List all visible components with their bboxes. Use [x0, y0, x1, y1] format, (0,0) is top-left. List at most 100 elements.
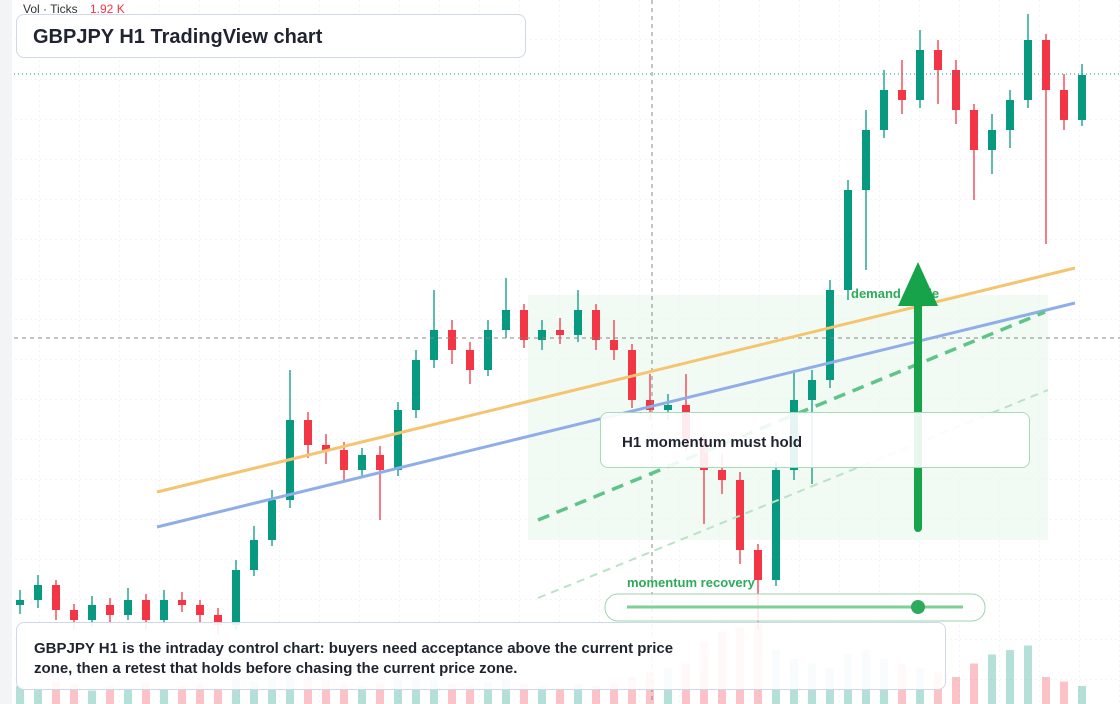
- candle-body: [610, 340, 618, 350]
- candle-body: [574, 310, 582, 335]
- volume-bar: [610, 682, 618, 704]
- candle-body: [1024, 40, 1032, 100]
- candle-body: [934, 50, 942, 70]
- candle-body: [250, 540, 258, 570]
- volume-bar: [1024, 645, 1032, 704]
- volume-bar: [628, 677, 636, 704]
- volume-bar: [394, 678, 402, 704]
- volume-bar: [376, 682, 384, 704]
- candle-body: [754, 550, 762, 580]
- candle-body: [232, 570, 240, 625]
- volume-bar: [322, 680, 330, 704]
- candle-body: [466, 350, 474, 370]
- volume-bar: [358, 686, 366, 704]
- candle-body: [394, 410, 402, 470]
- volume-bar: [556, 687, 564, 704]
- volume-bar: [520, 684, 528, 704]
- chart-title: GBPJPY H1 TradingView chart: [33, 26, 323, 48]
- volume-bar: [178, 686, 186, 704]
- volume-bar: [952, 677, 960, 704]
- candle-body: [862, 130, 870, 190]
- annotation: momentum recovery: [627, 575, 756, 590]
- volume-bar: [448, 684, 456, 704]
- candle-body: [448, 330, 456, 350]
- candle-body: [916, 50, 924, 100]
- volume-bar: [484, 682, 492, 704]
- volume-bar: [502, 678, 510, 704]
- candle-body: [412, 360, 420, 410]
- candle-body: [106, 605, 114, 615]
- candle-body: [340, 450, 348, 470]
- candle-body: [70, 610, 78, 620]
- volume-bar: [538, 686, 546, 704]
- volume-bar: [106, 686, 114, 704]
- volume-bar: [196, 684, 204, 704]
- volume-bar: [268, 678, 276, 704]
- volume-bar: [1078, 686, 1086, 704]
- candle-body: [736, 480, 744, 550]
- callout-text: H1 momentum must hold: [622, 434, 803, 451]
- volume-bar: [214, 687, 222, 704]
- left-edge: [0, 0, 12, 704]
- volume-bar: [142, 682, 150, 704]
- candle-body: [88, 605, 96, 620]
- candle-body: [376, 455, 384, 470]
- volume-bar: [1060, 681, 1068, 704]
- candle-body: [1078, 75, 1086, 120]
- volume-bar: [466, 686, 474, 704]
- candle-body: [556, 330, 564, 335]
- volume-bar: [1006, 650, 1014, 704]
- candle-body: [358, 455, 366, 470]
- title-box: GBPJPY H1 TradingView chart: [16, 14, 526, 58]
- candle-body: [538, 330, 546, 340]
- candle-body: [952, 70, 960, 110]
- volume-label: Vol · Ticks: [23, 2, 78, 16]
- note-box: GBPJPY H1 is the intraday control chart:…: [16, 622, 946, 690]
- volume-bar: [88, 690, 96, 704]
- candle-body: [646, 400, 654, 410]
- volume-bar: [304, 677, 312, 704]
- candle-body: [124, 600, 132, 615]
- callout: H1 momentum must hold: [600, 412, 1030, 468]
- candle-body: [844, 190, 852, 290]
- candle-body: [178, 600, 186, 605]
- volume-bar: [70, 684, 78, 704]
- volume-bar: [574, 684, 582, 704]
- volume-bar: [52, 681, 60, 704]
- trendline: [537, 389, 1049, 599]
- volume-bar: [592, 686, 600, 704]
- candle-body: [160, 600, 168, 620]
- volume-bar: [340, 684, 348, 704]
- volume-value: 1.92 K: [90, 2, 125, 16]
- note-text: GBPJPY H1 is the intraday control chart:…: [34, 640, 674, 677]
- candle-body: [718, 470, 726, 480]
- candle-body: [34, 585, 42, 600]
- volume-bar: [16, 686, 24, 704]
- volume-bar: [1042, 677, 1050, 704]
- candle-body: [520, 310, 528, 340]
- volume-bar: [970, 663, 978, 704]
- candle-body: [808, 380, 816, 400]
- candle-body: [1060, 90, 1068, 120]
- volume-bar: [988, 654, 996, 704]
- volume-bar: [232, 677, 240, 704]
- trendline: [537, 310, 1046, 522]
- candle-body: [322, 445, 330, 450]
- candle-body: [970, 110, 978, 150]
- candle-body: [592, 310, 600, 340]
- candle-body: [214, 615, 222, 625]
- slider-knob: [911, 600, 925, 614]
- candle-body: [268, 500, 276, 540]
- candle-body: [772, 470, 780, 580]
- candle-body: [196, 605, 204, 615]
- candle-body: [430, 330, 438, 360]
- volume-bar: [124, 687, 132, 704]
- candle-body: [826, 290, 834, 380]
- volume-bar: [412, 677, 420, 704]
- candle-body: [304, 420, 312, 445]
- candle-body: [988, 130, 996, 150]
- candle-body: [1006, 100, 1014, 130]
- candle-body: [484, 330, 492, 370]
